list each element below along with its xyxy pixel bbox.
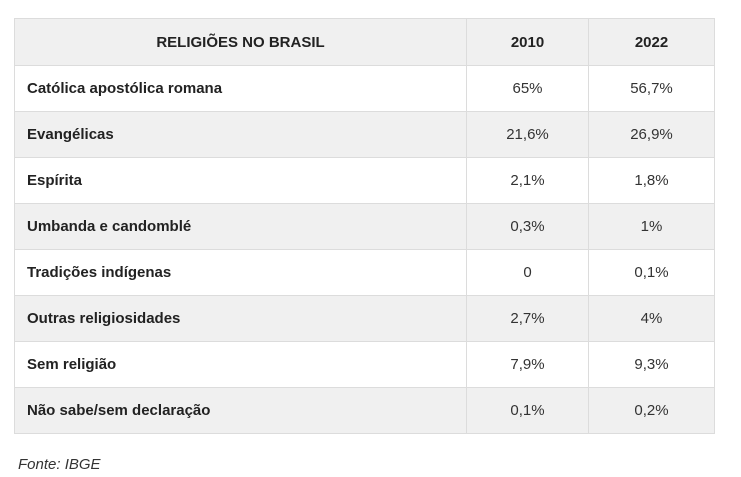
column-header-2010: 2010 (466, 18, 589, 66)
value-2010: 21,6% (466, 111, 589, 158)
religion-table-container: RELIGIÕES NO BRASIL 2010 2022 Católica a… (14, 18, 715, 434)
value-2010: 2,7% (466, 295, 589, 342)
value-2022: 0,1% (588, 249, 715, 296)
table-row: Católica apostólica romana 65% 56,7% (14, 65, 715, 112)
source-caption: Fonte: IBGE (18, 456, 101, 473)
table-row: Umbanda e candomblé 0,3% 1% (14, 203, 715, 250)
table-row: Tradições indígenas 0 0,1% (14, 249, 715, 296)
value-2022: 1% (588, 203, 715, 250)
value-2010: 2,1% (466, 157, 589, 204)
row-label: Umbanda e candomblé (14, 203, 467, 250)
value-2010: 0,1% (466, 387, 589, 434)
row-label: Outras religiosidades (14, 295, 467, 342)
value-2010: 0 (466, 249, 589, 296)
value-2010: 65% (466, 65, 589, 112)
value-2010: 0,3% (466, 203, 589, 250)
row-label: Tradições indígenas (14, 249, 467, 296)
value-2022: 26,9% (588, 111, 715, 158)
table-row: Espírita 2,1% 1,8% (14, 157, 715, 204)
value-2022: 0,2% (588, 387, 715, 434)
table-header-row: RELIGIÕES NO BRASIL 2010 2022 (14, 18, 715, 66)
value-2010: 7,9% (466, 341, 589, 388)
row-label: Sem religião (14, 341, 467, 388)
value-2022: 9,3% (588, 341, 715, 388)
value-2022: 56,7% (588, 65, 715, 112)
table-row: Evangélicas 21,6% 26,9% (14, 111, 715, 158)
value-2022: 4% (588, 295, 715, 342)
row-label: Católica apostólica romana (14, 65, 467, 112)
column-header-religion: RELIGIÕES NO BRASIL (14, 18, 467, 66)
table-row: Outras religiosidades 2,7% 4% (14, 295, 715, 342)
table-row: Não sabe/sem declaração 0,1% 0,2% (14, 387, 715, 434)
row-label: Evangélicas (14, 111, 467, 158)
row-label: Não sabe/sem declaração (14, 387, 467, 434)
row-label: Espírita (14, 157, 467, 204)
value-2022: 1,8% (588, 157, 715, 204)
column-header-2022: 2022 (588, 18, 715, 66)
table-row: Sem religião 7,9% 9,3% (14, 341, 715, 388)
religion-table: RELIGIÕES NO BRASIL 2010 2022 Católica a… (14, 18, 715, 434)
